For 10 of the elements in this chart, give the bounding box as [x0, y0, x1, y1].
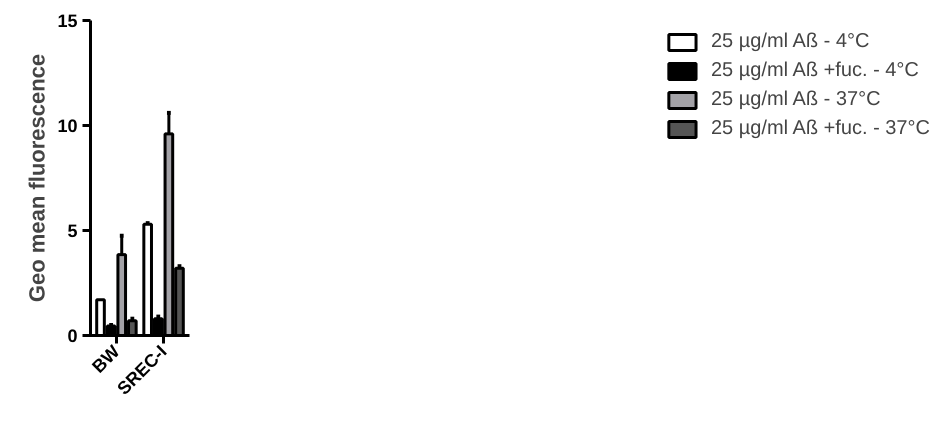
y-tick-label: 10: [57, 116, 78, 136]
y-tick-label: 0: [67, 326, 78, 346]
y-tick-label: 15: [57, 11, 78, 31]
y-tick-label: 5: [67, 221, 78, 241]
legend-label: 25 µg/ml Aß +fuc. - 37°C: [710, 117, 930, 140]
legend-label: 25 µg/ml Aß +fuc. - 4°C: [710, 59, 919, 82]
legend-label: 25 µg/ml Aß - 4°C: [710, 30, 870, 53]
legend-label: 25 µg/ml Aß - 37°C: [710, 88, 881, 111]
y-axis-title: Geo mean fluorescence: [24, 54, 50, 302]
x-tick-label: BW: [88, 341, 124, 377]
